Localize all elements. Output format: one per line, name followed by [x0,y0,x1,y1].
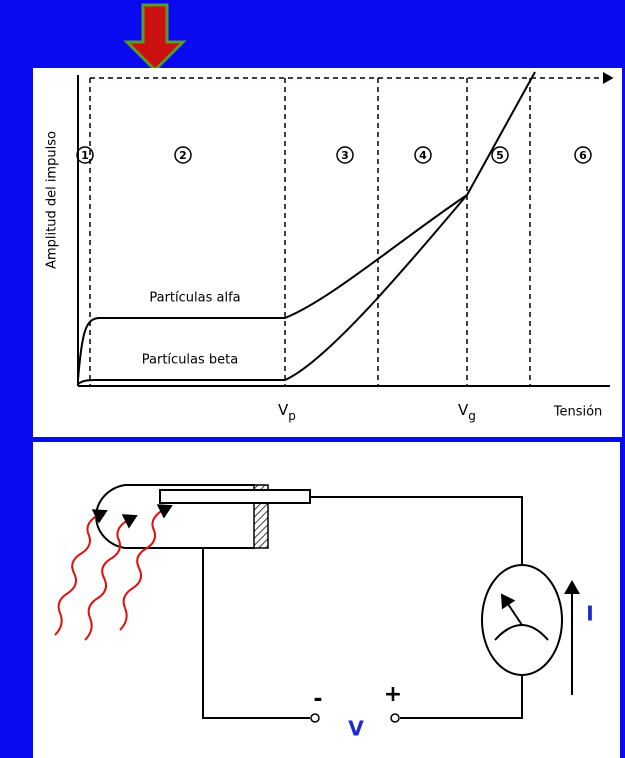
x-axis-label: Tensión [553,405,603,420]
label-sub: g [468,409,476,423]
circuit-panel [33,442,620,758]
page: {"graph": {"y_axis_label": "Amplitud del… [0,0,625,758]
plus-label: + [384,682,402,707]
beta-label: Partículas beta [142,353,238,368]
minus-label: - [313,687,322,712]
pointer-arrow [127,5,183,70]
region-number: 1 [81,149,89,162]
label-sub: p [288,409,296,423]
graph-panel [33,68,622,437]
y-axis-label: Amplitud del impulso [45,131,60,269]
region-number: 5 [496,149,504,162]
region-number: 4 [419,149,427,162]
terminal [311,714,319,722]
slide: Amplitud del impulso 1 2 3 4 5 6 Partículas a… [0,0,625,758]
terminal [391,714,399,722]
region-number: 6 [579,149,587,162]
region-number: 3 [341,149,349,162]
current-label: I [586,602,593,626]
alpha-label: Partículas alfa [149,291,240,306]
region-number: 2 [179,149,187,162]
voltage-label: V [348,717,364,741]
electrode [160,490,310,503]
